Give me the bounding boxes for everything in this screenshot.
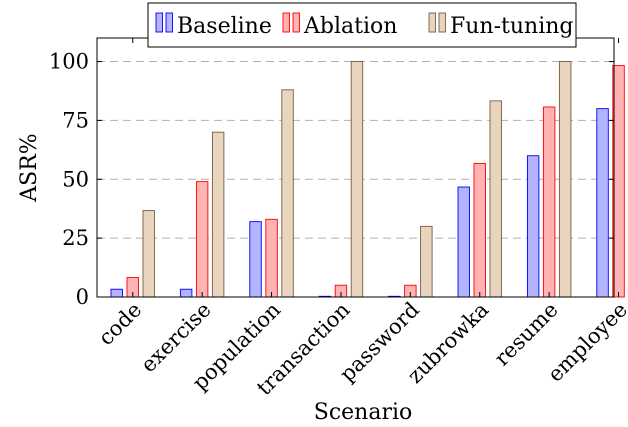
y-tick-label: 0 [76, 285, 89, 309]
bar-fun-tuning-transaction [350, 61, 364, 298]
legend-swatch [155, 12, 163, 33]
y-tick-label: 25 [62, 226, 89, 250]
bar-fun-tuning-zubrowka [489, 100, 502, 298]
bar-baseline-population [249, 221, 262, 298]
bar-baseline-employee [596, 108, 609, 298]
legend: Baseline Ablation Fun-tuning [147, 2, 577, 48]
bar-ablation-employee [612, 65, 625, 298]
legend-label: Baseline [177, 14, 272, 39]
bar-fun-tuning-code [142, 210, 155, 298]
legend-box [147, 2, 577, 48]
y-axis-ticks: 0 25 50 75 100 [49, 50, 614, 309]
legend-swatch [282, 12, 290, 33]
legend-swatch [428, 12, 436, 33]
bar-fun-tuning-password [420, 225, 433, 298]
bars [110, 61, 625, 298]
bar-ablation-resume [542, 106, 556, 298]
y-axis-label: ASR% [17, 133, 42, 202]
bar-ablation-zubrowka [473, 163, 486, 298]
legend-swatch [292, 12, 300, 33]
x-axis-label: Scenario [314, 400, 413, 425]
bar-fun-tuning-exercise [211, 131, 225, 298]
legend-swatch [438, 12, 446, 33]
x-tick-label: code [94, 298, 147, 351]
legend-swatch [165, 12, 173, 33]
bar-fun-tuning-population [281, 89, 294, 298]
legend-label: Ablation [303, 14, 397, 39]
bar-baseline-code [110, 288, 123, 298]
bar-fun-tuning-resume [558, 61, 572, 298]
bar-baseline-exercise [179, 288, 193, 298]
bar-ablation-population [265, 218, 278, 298]
bar-ablation-exercise [195, 181, 209, 298]
x-tick-label: resume [490, 298, 563, 371]
y-tick-label: 50 [62, 167, 89, 191]
bar-baseline-resume [526, 155, 540, 298]
y-tick-label: 75 [62, 108, 89, 132]
legend-label: Fun-tuning [450, 14, 574, 39]
y-tick-label: 100 [49, 50, 89, 74]
bar-baseline-zubrowka [457, 186, 470, 298]
